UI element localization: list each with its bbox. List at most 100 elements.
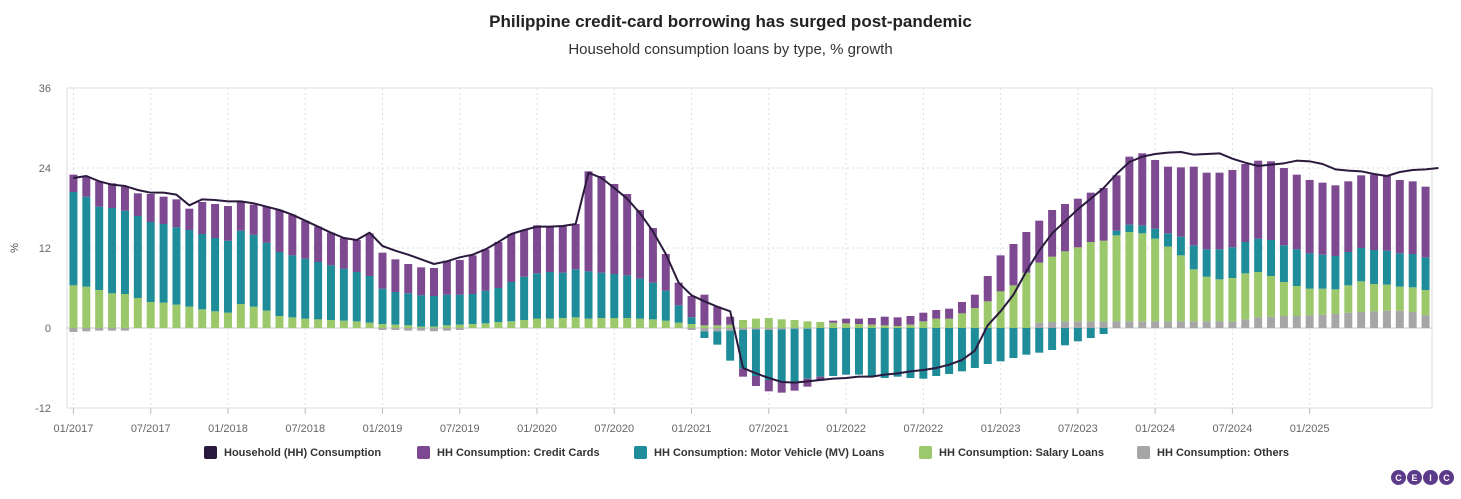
bar-segment — [1344, 285, 1353, 313]
bar-segment — [120, 294, 129, 328]
bar-segment — [1421, 257, 1430, 290]
bar-segment — [1125, 232, 1134, 322]
bar-segment — [1421, 315, 1430, 328]
bar-segment — [455, 328, 464, 330]
bar-segment — [1073, 328, 1082, 342]
bar-segment — [803, 328, 812, 379]
bar-segment — [661, 254, 670, 291]
bar-segment — [69, 328, 78, 332]
bar-segment — [803, 378, 812, 387]
bar-segment — [957, 313, 966, 328]
bar-segment — [442, 325, 451, 328]
x-tick-label: 01/2023 — [981, 423, 1021, 435]
bar-segment — [326, 320, 335, 328]
y-tick-label: 12 — [39, 243, 51, 255]
bar-segment — [1370, 174, 1379, 250]
bar-segment — [468, 324, 477, 328]
legend-swatch — [204, 446, 217, 459]
bar-segment — [674, 322, 683, 328]
bar-segment — [1357, 312, 1366, 328]
bar-segment — [919, 312, 928, 322]
bar-segment — [932, 310, 941, 319]
bar-segment — [610, 184, 619, 274]
bar-segment — [687, 296, 696, 318]
bar-segment — [1009, 328, 1018, 358]
bar-segment — [610, 318, 619, 328]
y-tick-label: 0 — [45, 323, 51, 335]
bar-segment — [1151, 160, 1160, 229]
bar-segment — [545, 226, 554, 272]
bar-segment — [1395, 286, 1404, 311]
bar-segment — [854, 318, 863, 324]
bar-segment — [211, 238, 220, 312]
bar-segment — [1279, 245, 1288, 282]
bar-segment — [777, 329, 786, 383]
bar-segment — [1022, 232, 1031, 273]
bar-segment — [172, 227, 181, 305]
bar-segment — [1061, 328, 1069, 346]
legend-item[interactable]: HH Consumption: Motor Vehicle (MV) Loans — [634, 446, 884, 459]
bar-segment — [816, 322, 825, 328]
bar-segment — [82, 286, 91, 328]
bar-segment — [983, 328, 992, 364]
bar-segment — [842, 323, 851, 328]
bar-segment — [365, 276, 374, 323]
legend-item[interactable]: HH Consumption: Salary Loans — [919, 446, 1104, 459]
legend-item[interactable]: HH Consumption: Others — [1137, 446, 1289, 459]
bar-segment — [378, 324, 387, 328]
bar-segment — [533, 318, 542, 328]
bar-segment — [211, 311, 220, 328]
bar-segment — [726, 324, 735, 328]
bar-segment — [996, 291, 1005, 328]
bar-segment — [1357, 281, 1366, 312]
line-series — [73, 151, 1439, 384]
bar-segment — [945, 328, 954, 374]
bar-segment — [1408, 254, 1417, 288]
bar-segment — [430, 326, 438, 328]
gridlines — [66, 87, 1433, 414]
bar-segment — [1228, 321, 1237, 328]
bar-segment — [391, 259, 400, 292]
bar-series — [69, 153, 1430, 393]
bar-segment — [1421, 290, 1430, 316]
bar-segment — [1189, 321, 1198, 328]
bar-segment — [1279, 168, 1288, 246]
bar-segment — [1267, 161, 1276, 240]
bar-segment — [648, 282, 657, 320]
bar-segment — [507, 234, 516, 282]
bar-segment — [417, 326, 426, 328]
bar-segment — [1357, 175, 1366, 248]
bar-segment — [545, 318, 554, 328]
bar-segment — [764, 328, 773, 330]
bar-segment — [777, 382, 786, 393]
legend-item[interactable]: HH Consumption: Credit Cards — [417, 446, 600, 459]
bar-segment — [301, 220, 310, 259]
bar-segment — [468, 294, 477, 324]
bar-segment — [1189, 269, 1198, 322]
bar-segment — [185, 306, 194, 328]
bar-segment — [533, 225, 542, 274]
bar-segment — [211, 204, 220, 238]
bar-segment — [1125, 224, 1134, 232]
bar-segment — [1267, 240, 1276, 276]
bar-segment — [1215, 249, 1224, 280]
bar-segment — [1048, 322, 1057, 328]
bar-segment — [442, 260, 451, 295]
bar-segment — [597, 176, 606, 273]
bar-segment — [636, 318, 645, 328]
axis-labels: -12 0 12 24 36 01/2017 07/2017 01/2018 07/2018 01… — [35, 83, 1329, 435]
bar-segment — [95, 290, 104, 328]
bar-segment — [275, 316, 284, 328]
bar-segment — [932, 318, 941, 328]
bar-segment — [1254, 272, 1263, 318]
bar-segment — [533, 273, 542, 319]
bar-segment — [326, 265, 335, 320]
bar-segment — [661, 290, 670, 321]
bar-segment — [1318, 314, 1327, 328]
bar-segment — [417, 267, 426, 296]
legend-swatch — [417, 446, 430, 459]
bar-segment — [1138, 233, 1147, 322]
bar-segment — [1215, 279, 1224, 322]
legend-item[interactable]: Household (HH) Consumption — [204, 446, 381, 459]
x-tick-label: 01/2020 — [517, 423, 557, 435]
